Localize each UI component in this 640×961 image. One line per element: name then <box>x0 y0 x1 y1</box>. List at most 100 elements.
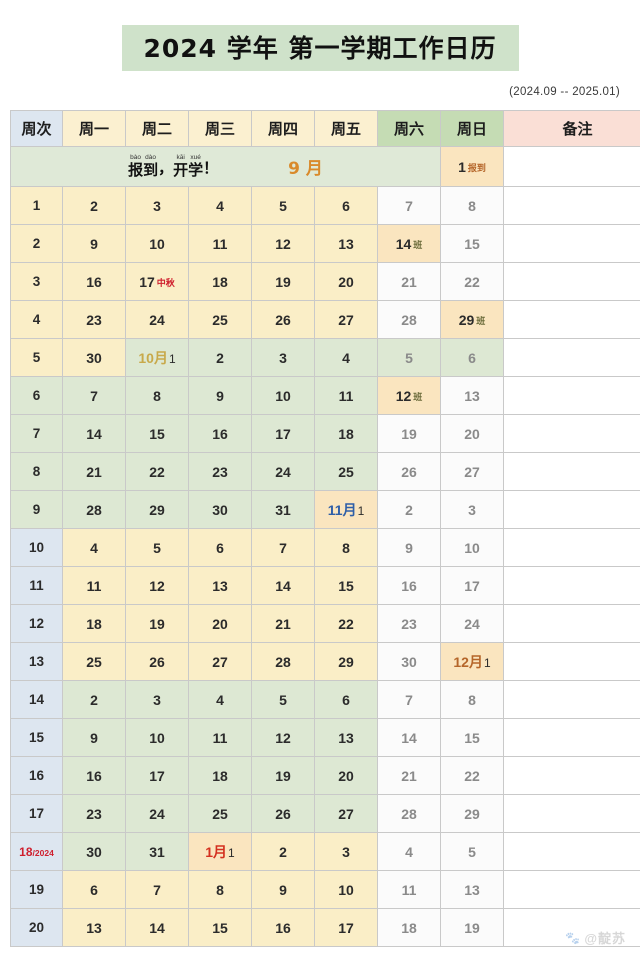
day-cell-fri[interactable]: 6 <box>314 186 378 225</box>
note-cell[interactable] <box>503 908 640 947</box>
note-cell[interactable] <box>503 528 640 567</box>
day-cell-sat[interactable]: 7 <box>377 680 441 719</box>
day-cell-wed[interactable]: 20 <box>188 604 252 643</box>
day-cell-sun[interactable]: 19 <box>440 908 504 947</box>
note-cell[interactable] <box>503 376 640 415</box>
day-cell-sat[interactable]: 19 <box>377 414 441 453</box>
note-cell[interactable] <box>503 414 640 453</box>
day-cell-mon[interactable]: 4 <box>62 528 126 567</box>
day-cell-sun[interactable]: 8 <box>440 186 504 225</box>
day-cell-thu[interactable]: 12 <box>251 718 315 757</box>
note-cell[interactable] <box>503 338 640 377</box>
day-cell-mon[interactable]: 25 <box>62 642 126 681</box>
day-cell-thu[interactable]: 3 <box>251 338 315 377</box>
day-cell-sat[interactable]: 14 班 <box>377 224 441 263</box>
day-cell-mon[interactable]: 23 <box>62 300 126 339</box>
day-cell-mon[interactable]: 9 <box>62 224 126 263</box>
day-cell-sun[interactable]: 29 班 <box>440 300 504 339</box>
day-cell-tue[interactable]: 17 <box>125 756 189 795</box>
day-cell-tue[interactable]: 3 <box>125 186 189 225</box>
day-cell-sun[interactable]: 8 <box>440 680 504 719</box>
day-cell-fri[interactable]: 11 <box>314 376 378 415</box>
day-cell-sun[interactable]: 29 <box>440 794 504 833</box>
day-cell-fri[interactable]: 10 <box>314 870 378 909</box>
day-cell-sat[interactable]: 18 <box>377 908 441 947</box>
day-cell-fri[interactable]: 13 <box>314 718 378 757</box>
day-cell-sun[interactable]: 3 <box>440 490 504 529</box>
day-cell-sun[interactable]: 24 <box>440 604 504 643</box>
day-cell-fri[interactable]: 22 <box>314 604 378 643</box>
day-cell-mon[interactable]: 28 <box>62 490 126 529</box>
day-cell-sun[interactable]: 10 <box>440 528 504 567</box>
day-cell-tue[interactable]: 5 <box>125 528 189 567</box>
day-cell-thu[interactable]: 21 <box>251 604 315 643</box>
day-cell-fri[interactable]: 15 <box>314 566 378 605</box>
day-cell-mon[interactable]: 30 <box>62 338 126 377</box>
day-cell-sat[interactable]: 23 <box>377 604 441 643</box>
day-cell-wed[interactable]: 11 <box>188 224 252 263</box>
day-cell-wed[interactable]: 6 <box>188 528 252 567</box>
day-cell-mon[interactable]: 16 <box>62 756 126 795</box>
day-cell-wed[interactable]: 15 <box>188 908 252 947</box>
day-cell-tue[interactable]: 19 <box>125 604 189 643</box>
day-cell-thu[interactable]: 9 <box>251 870 315 909</box>
day-cell-thu[interactable]: 14 <box>251 566 315 605</box>
day-cell-tue[interactable]: 12 <box>125 566 189 605</box>
day-cell-sun[interactable]: 12月1 <box>440 642 504 681</box>
day-cell-mon[interactable]: 9 <box>62 718 126 757</box>
day-cell-fri[interactable]: 18 <box>314 414 378 453</box>
day-cell-thu[interactable]: 24 <box>251 452 315 491</box>
day-cell-tue[interactable]: 17 中秋 <box>125 262 189 301</box>
day-cell-fri[interactable]: 6 <box>314 680 378 719</box>
day-cell-tue[interactable]: 26 <box>125 642 189 681</box>
day-cell-tue[interactable]: 24 <box>125 794 189 833</box>
day-cell-thu[interactable]: 5 <box>251 186 315 225</box>
day-cell-sat[interactable]: 12 班 <box>377 376 441 415</box>
day-cell-fri[interactable]: 20 <box>314 756 378 795</box>
day-cell-sat[interactable]: 5 <box>377 338 441 377</box>
day-cell-tue[interactable]: 7 <box>125 870 189 909</box>
day-cell-tue[interactable]: 8 <box>125 376 189 415</box>
day-cell-wed[interactable]: 16 <box>188 414 252 453</box>
day-cell-fri[interactable]: 17 <box>314 908 378 947</box>
day-cell-sat[interactable]: 2 <box>377 490 441 529</box>
day-cell-sun[interactable]: 5 <box>440 832 504 871</box>
day-cell-wed[interactable]: 9 <box>188 376 252 415</box>
day-cell-fri[interactable]: 4 <box>314 338 378 377</box>
day-cell-thu[interactable]: 7 <box>251 528 315 567</box>
day-cell-sat[interactable]: 30 <box>377 642 441 681</box>
day-cell-thu[interactable]: 28 <box>251 642 315 681</box>
day-cell-mon[interactable]: 13 <box>62 908 126 947</box>
day-cell-mon[interactable]: 2 <box>62 186 126 225</box>
day-cell-mon[interactable]: 23 <box>62 794 126 833</box>
day-cell-sat[interactable]: 7 <box>377 186 441 225</box>
day-cell-fri[interactable]: 13 <box>314 224 378 263</box>
day-cell-tue[interactable]: 22 <box>125 452 189 491</box>
day-cell-wed[interactable]: 13 <box>188 566 252 605</box>
day-cell-sun[interactable]: 22 <box>440 262 504 301</box>
day-cell-sat[interactable]: 28 <box>377 300 441 339</box>
day-cell-sat[interactable]: 21 <box>377 262 441 301</box>
day-cell-fri[interactable]: 8 <box>314 528 378 567</box>
day-cell-fri[interactable]: 27 <box>314 794 378 833</box>
day-cell-tue[interactable]: 10 <box>125 718 189 757</box>
day-cell-sun[interactable]: 13 <box>440 870 504 909</box>
day-cell-wed[interactable]: 23 <box>188 452 252 491</box>
day-cell-sat[interactable]: 9 <box>377 528 441 567</box>
note-cell[interactable] <box>503 490 640 529</box>
day-cell-sat[interactable]: 4 <box>377 832 441 871</box>
day-cell-wed[interactable]: 25 <box>188 794 252 833</box>
day-cell-sun[interactable]: 6 <box>440 338 504 377</box>
note-cell[interactable] <box>503 832 640 871</box>
day-cell-thu[interactable]: 12 <box>251 224 315 263</box>
day-cell-wed[interactable]: 1月1 <box>188 832 252 871</box>
day-cell-sun[interactable]: 20 <box>440 414 504 453</box>
day-cell-tue[interactable]: 29 <box>125 490 189 529</box>
day-cell-sat[interactable]: 14 <box>377 718 441 757</box>
note-cell[interactable] <box>503 452 640 491</box>
day-cell-sat[interactable]: 11 <box>377 870 441 909</box>
day-cell-wed[interactable]: 30 <box>188 490 252 529</box>
note-cell[interactable] <box>503 718 640 757</box>
day-cell-mon[interactable]: 16 <box>62 262 126 301</box>
note-cell[interactable] <box>503 300 640 339</box>
